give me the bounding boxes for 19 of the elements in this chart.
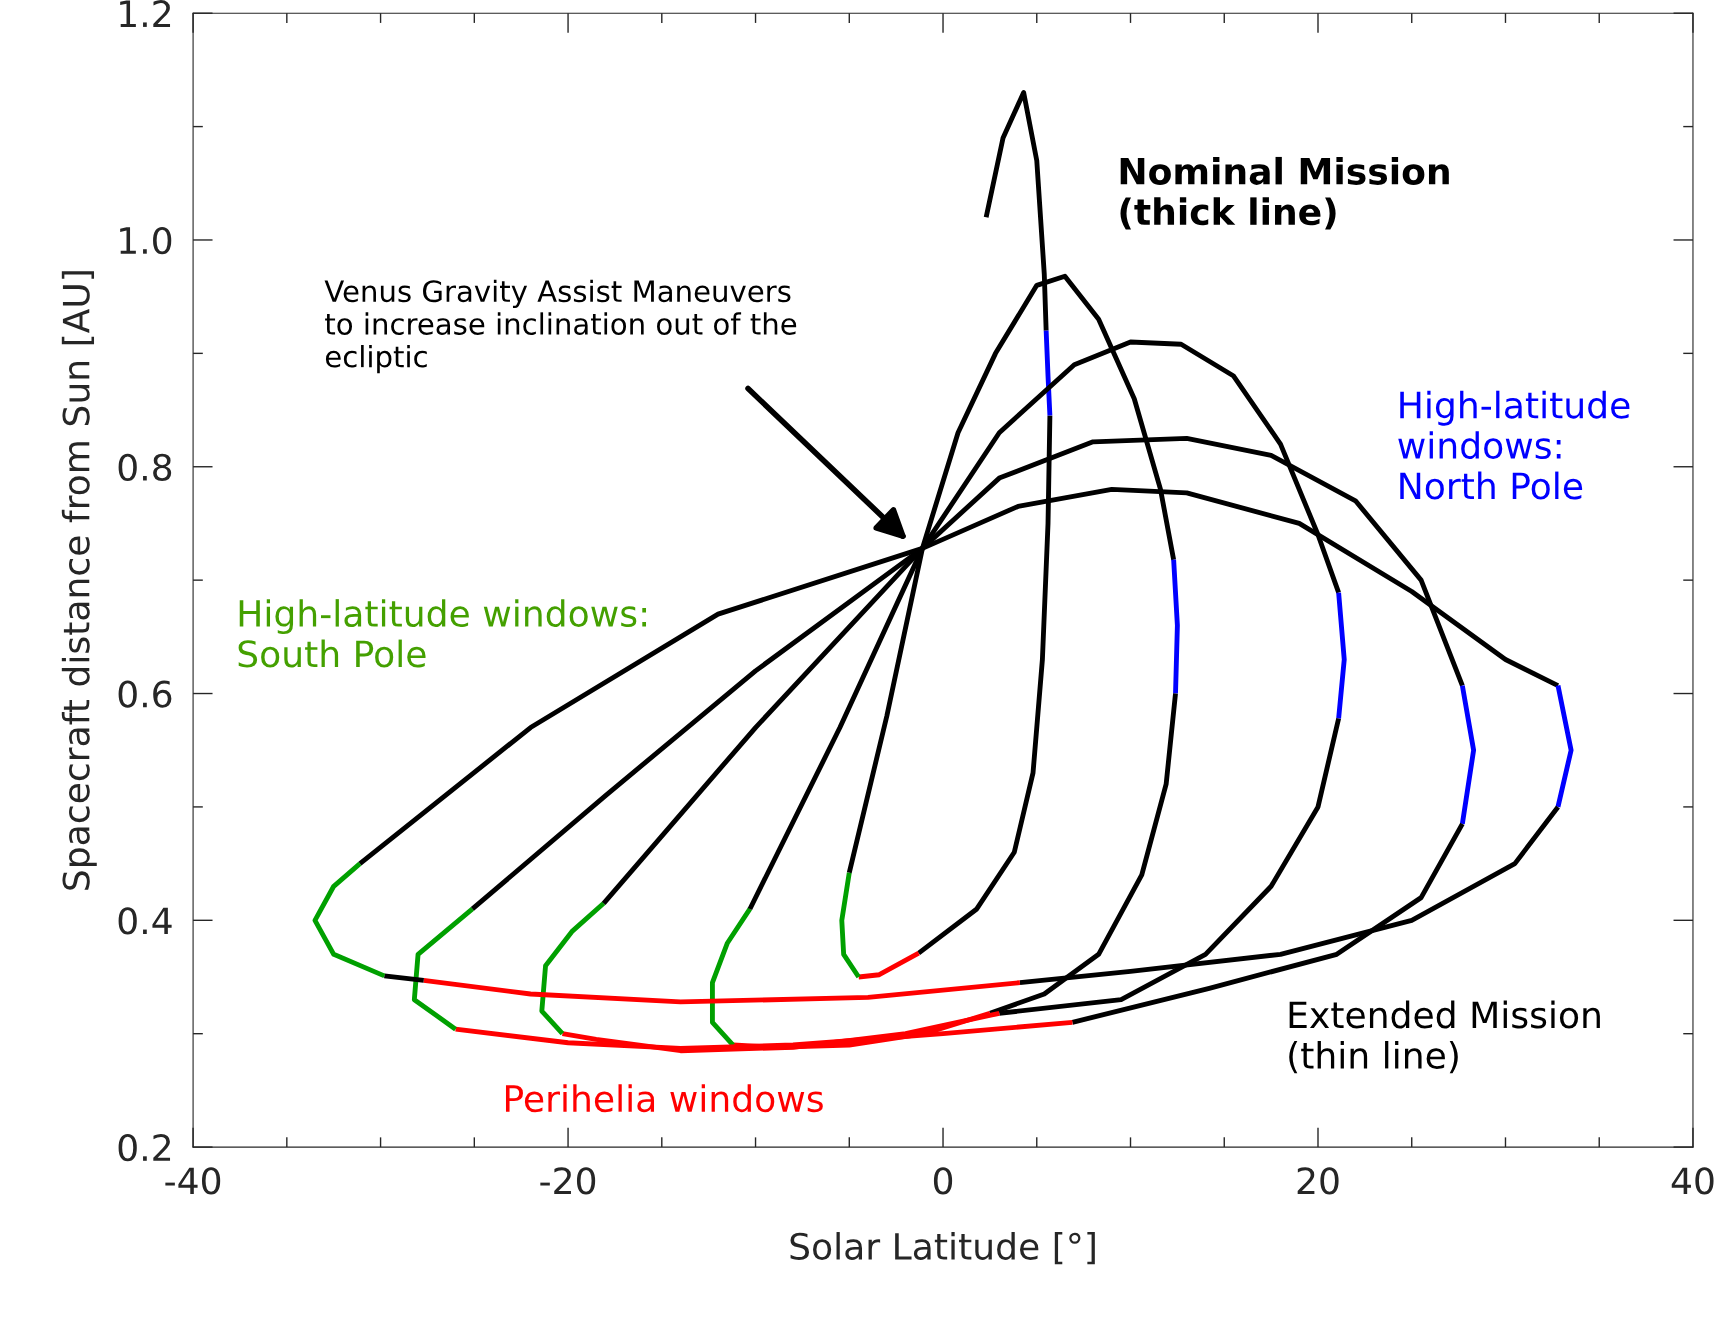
x-axis-title: Solar Latitude [°] xyxy=(790,1232,1095,1265)
annotation: Venus Gravity Assist Maneuvers to increase inclination out of the ecliptic xyxy=(324,279,797,374)
y-tick-label: 0.2 xyxy=(118,1134,171,1162)
x-tick-label: 40 xyxy=(1671,1167,1714,1195)
x-tick-label: 0 xyxy=(933,1167,953,1195)
y-tick-label: 0.8 xyxy=(118,453,172,481)
x-tick-label: 20 xyxy=(1297,1167,1339,1195)
y-tick-label: 1.0 xyxy=(120,226,172,255)
annotation: Perihelia windows xyxy=(505,1084,823,1113)
annotation: Extended Mission (thin line) xyxy=(1289,1000,1600,1074)
y-tick-label: 1.2 xyxy=(120,0,171,27)
y-tick-label: 0.6 xyxy=(118,680,172,708)
x-tick-label: -20 xyxy=(540,1167,596,1195)
annotation: Nominal Mission (thick line) xyxy=(1120,156,1449,230)
annotation: High-latitude windows: North Pole xyxy=(1398,390,1630,500)
x-tick-label: -40 xyxy=(165,1167,221,1195)
y-tick-label: 0.4 xyxy=(118,907,172,935)
y-axis-title: Spacecraft distance from Sun [AU] xyxy=(61,271,97,890)
annotation: High-latitude windows: South Pole xyxy=(238,599,647,668)
